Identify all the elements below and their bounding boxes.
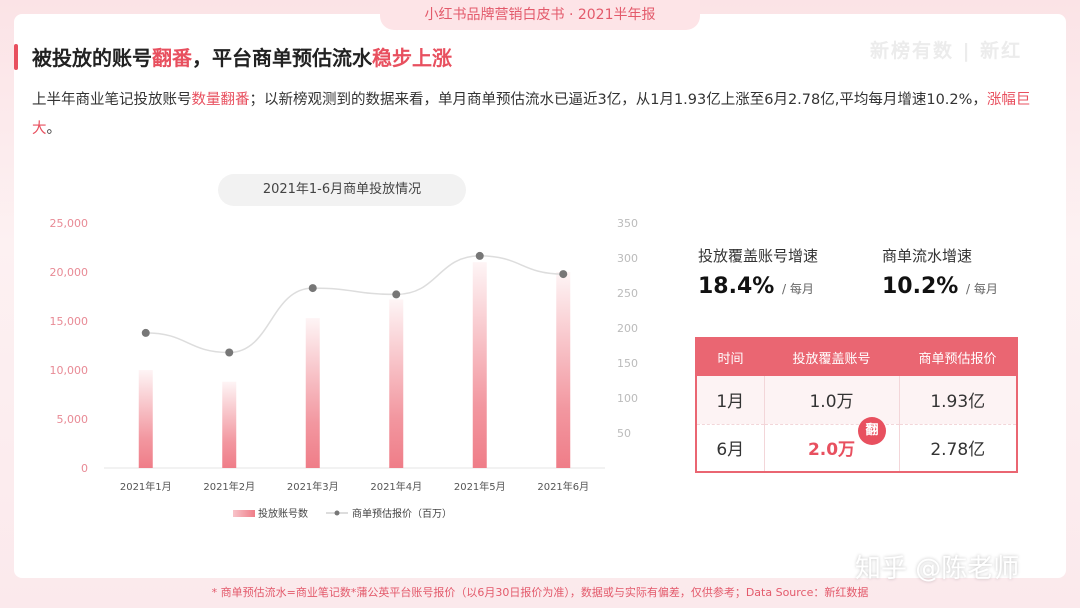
- legend-label: 投放账号数: [258, 507, 308, 520]
- table-header: 商单预估报价: [899, 338, 1017, 376]
- table-cell: 1.93亿: [898, 376, 1017, 425]
- desc-text: 。: [46, 121, 62, 137]
- desc-highlight: 数量翻番: [191, 92, 250, 108]
- stat-value: 18.4% / 每月: [698, 274, 814, 299]
- left-tick-label: 25,000: [50, 217, 89, 230]
- table-cell: 2.78亿: [898, 424, 1017, 472]
- table-header: 时间: [696, 338, 764, 376]
- stat-unit: / 每月: [782, 282, 814, 296]
- bar: [305, 318, 320, 468]
- stat-number: 10.2%: [882, 274, 959, 299]
- stat-value: 10.2% / 每月: [882, 274, 998, 299]
- desc-text: 上半年商业笔记投放账号: [32, 92, 192, 108]
- title-text: 被投放的账号: [32, 46, 152, 70]
- content-card: [14, 14, 1066, 578]
- chart-title: 2021年1-6月商单投放情况: [218, 174, 466, 206]
- x-tick-label: 2021年6月: [537, 480, 589, 493]
- page-title: 被投放的账号翻番，平台商单预估流水稳步上涨: [32, 42, 452, 71]
- title-accent: [14, 44, 18, 70]
- line-point: [559, 270, 568, 279]
- combo-chart: 0 5,000 10,000 15,000 20,000 25,000 50 100 150 20…: [50, 217, 639, 520]
- stat-number: 18.4%: [698, 274, 775, 299]
- left-tick-label: 15,000: [50, 315, 89, 328]
- table-row: 6月 2.0万 2.78亿: [695, 424, 1017, 472]
- footer-note: * 商单预估流水=商业笔记数*蒲公英平台账号报价（以6月30日报价为准），数据或…: [211, 586, 869, 599]
- legend-bar-swatch: [233, 510, 255, 517]
- table-header: 投放覆盖账号: [764, 338, 899, 376]
- line-point: [392, 290, 401, 299]
- left-tick-label: 5,000: [57, 413, 89, 426]
- comparison-table: 时间 投放覆盖账号 商单预估报价 1月 1.0万 1.93亿 6月 2.0万 2.78亿: [695, 337, 1018, 473]
- bar: [222, 381, 237, 468]
- x-tick-label: 2021年1月: [120, 480, 172, 493]
- line-point: [225, 348, 234, 357]
- right-tick-label: 150: [617, 357, 638, 370]
- right-tick-label: 350: [617, 217, 638, 230]
- left-tick-label: 0: [81, 462, 88, 475]
- stat-unit: / 每月: [966, 282, 998, 296]
- legend-label: 商单预估报价（百万）: [352, 507, 452, 520]
- right-tick-label: 200: [617, 322, 638, 335]
- report-banner: 小红书品牌营销白皮书 · 2021半年报: [380, 0, 700, 30]
- description: 上半年商业笔记投放账号数量翻番；以新榜观测到的数据来看，单月商单预估流水已逼近3…: [32, 86, 1052, 144]
- title-text: ，平台商单预估流水: [192, 46, 372, 70]
- line-point: [475, 251, 484, 260]
- bar: [138, 370, 153, 468]
- bar: [472, 262, 487, 468]
- right-tick-label: 100: [617, 392, 638, 405]
- legend-line-dot: [334, 510, 340, 516]
- stat-label: 商单流水增速: [882, 247, 973, 265]
- right-tick-label: 300: [617, 252, 638, 265]
- x-tick-label: 2021年2月: [203, 480, 255, 493]
- watermark: 新榜有数 | 新红: [870, 40, 1023, 62]
- line-point: [141, 328, 150, 337]
- left-tick-label: 20,000: [50, 266, 89, 279]
- title-highlight: 稳步上涨: [372, 46, 452, 70]
- desc-highlight: 涨幅巨大: [32, 92, 1031, 137]
- table-row: 1月 1.0万 1.93亿: [695, 376, 1017, 425]
- bar: [389, 299, 404, 468]
- desc-text: ；以新榜观测到的数据来看，单月商单预估流水已逼近3亿，从1月1.93亿上涨至6月…: [249, 92, 987, 108]
- table-cell: 6月: [695, 424, 764, 472]
- bar: [556, 272, 571, 468]
- zhihu-watermark: 知乎 @陈老师: [855, 554, 1020, 584]
- right-tick-label: 50: [617, 427, 631, 440]
- line-point: [308, 284, 317, 293]
- stat-label: 投放覆盖账号增速: [698, 247, 819, 265]
- line-series: [145, 255, 564, 354]
- doubled-badge: 翻: [858, 417, 886, 445]
- left-tick-label: 10,000: [50, 364, 89, 377]
- right-tick-label: 250: [617, 287, 638, 300]
- x-tick-label: 2021年5月: [454, 480, 506, 493]
- title-highlight: 翻番: [152, 46, 192, 70]
- table-cell: 1.0万: [763, 376, 899, 425]
- x-tick-label: 2021年3月: [287, 480, 339, 493]
- x-tick-label: 2021年4月: [370, 480, 422, 493]
- table-cell: 1月: [695, 376, 764, 425]
